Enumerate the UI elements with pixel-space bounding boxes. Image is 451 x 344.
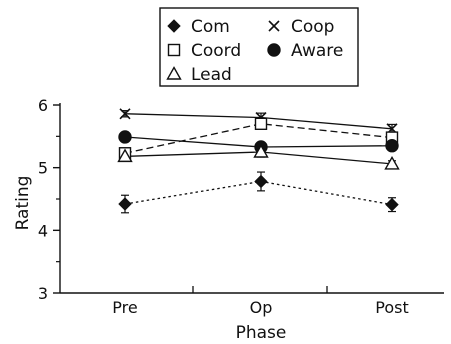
point-com-1 [118,197,132,211]
x-tick-label-op: Op [250,298,273,317]
legend-marker-coop [268,20,280,32]
point-lead-3 [384,155,400,170]
axes: 3 4 5 6 Pre Op Post [38,96,444,317]
legend-label-com: Com [191,17,230,37]
legend-label-aware: Aware [291,41,343,61]
x-tick-label-pre: Pre [112,298,137,317]
y-tick-label-4: 4 [38,221,48,240]
point-com-2 [254,174,268,189]
point-com-3 [385,197,399,212]
point-coop-1-stroke-b [119,108,131,120]
point-aware-1 [118,130,132,144]
legend-marker-coop-stroke-b [268,20,280,32]
point-lead-1 [117,148,133,163]
legend-marker-lead [166,66,182,80]
legend-marker-aware [267,43,281,57]
series-line-coord [124,123,393,154]
legend-box [159,7,359,87]
legend: Com Coop Coord Aware Lead [159,7,359,87]
y-tick-label-3: 3 [38,284,48,303]
y-tick-label-6: 6 [38,96,48,115]
x-tick-label-post: Post [375,298,408,317]
point-coord-2 [254,117,268,131]
legend-label-coop: Coop [291,17,334,37]
legend-marker-com [167,19,181,33]
point-coop-1 [119,108,131,120]
series-markers [117,108,400,212]
y-axis-label: Rating [13,176,33,231]
point-aware-3 [385,139,399,153]
legend-label-coord: Coord [191,41,241,61]
point-lead-2 [253,144,269,158]
legend-label-lead: Lead [191,65,232,85]
legend-marker-coord [167,43,181,57]
x-axis-label: Phase [236,323,287,343]
y-tick-label-5: 5 [38,159,48,178]
